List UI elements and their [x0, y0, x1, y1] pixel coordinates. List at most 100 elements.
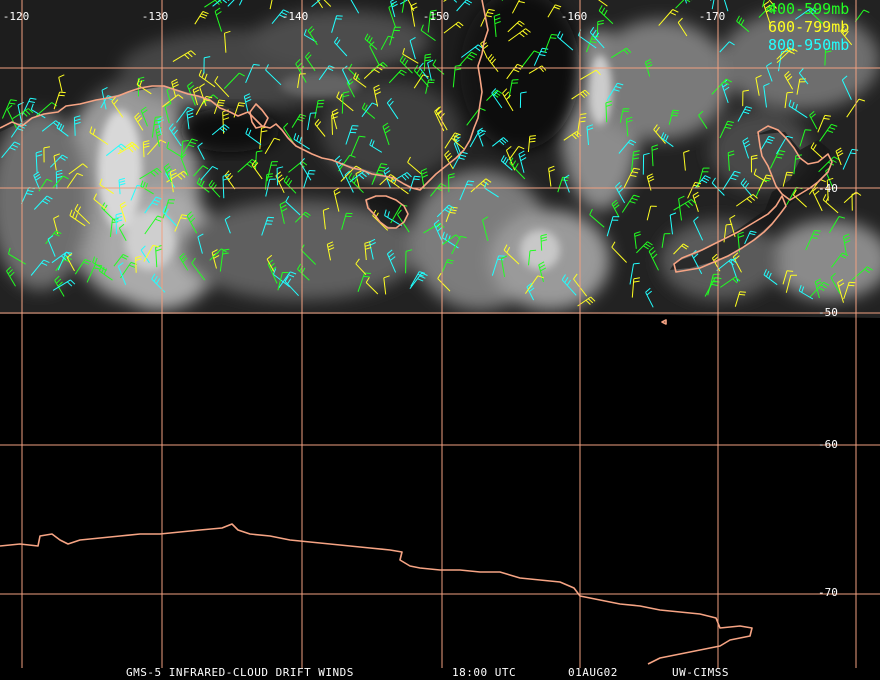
wind-barb	[798, 284, 814, 300]
wind-barb	[6, 104, 17, 129]
wind-barb	[41, 120, 61, 132]
wind-barb	[458, 51, 478, 67]
wind-barb	[331, 112, 338, 135]
wind-barb	[480, 8, 495, 27]
wind-barb	[766, 62, 773, 82]
wind-barb	[817, 114, 831, 133]
wind-barb	[782, 171, 793, 187]
wind-barb	[427, 9, 437, 33]
wind-barb	[192, 86, 200, 106]
wind-barb	[519, 91, 527, 108]
wind-barb	[784, 91, 794, 109]
wind-barb	[645, 287, 654, 308]
wind-barb	[181, 138, 198, 156]
wind-barb	[285, 195, 301, 216]
wind-barb	[402, 48, 419, 64]
wind-barb	[265, 64, 282, 86]
wind-barb	[164, 103, 171, 124]
wind-barb	[203, 56, 211, 74]
wind-barb	[355, 170, 362, 190]
wind-barb	[119, 141, 138, 152]
wind-barb	[687, 181, 702, 199]
wind-barb	[830, 272, 841, 294]
wind-barb	[92, 256, 107, 272]
wind-barb	[272, 268, 291, 288]
wind-barb	[89, 126, 109, 145]
wind-barb	[851, 266, 873, 281]
wind-barb	[799, 129, 812, 147]
wind-barb	[619, 108, 630, 123]
wind-barb	[776, 135, 794, 155]
wind-barb	[409, 272, 428, 290]
wind-barb	[742, 137, 751, 159]
wind-barb	[105, 143, 127, 157]
wind-barb	[453, 0, 458, 3]
wind-barb	[52, 279, 76, 291]
wind-barb	[720, 276, 741, 288]
wind-barb	[314, 118, 326, 137]
wind-barb	[1, 99, 17, 119]
wind-barb	[169, 168, 177, 193]
wind-barb	[768, 0, 777, 9]
wind-barb	[762, 0, 765, 8]
wind-barb	[390, 0, 398, 18]
wind-barb	[456, 0, 473, 12]
wind-barb	[399, 55, 413, 74]
wind-barb	[115, 212, 123, 235]
wind-barb	[388, 69, 407, 84]
wind-barb	[841, 75, 852, 100]
wind-barb	[776, 47, 798, 64]
wind-barb	[186, 211, 198, 234]
wind-barb	[673, 199, 697, 211]
wind-barb	[119, 201, 127, 222]
wind-barb	[297, 73, 306, 88]
wind-barb	[538, 261, 547, 283]
wind-barb	[669, 212, 677, 235]
wind-barb	[86, 264, 102, 283]
wind-barb	[623, 167, 640, 189]
wind-barb	[35, 150, 43, 173]
wind-barb	[444, 150, 454, 170]
wind-barb	[491, 255, 505, 276]
wind-barb	[35, 102, 58, 117]
wind-barb	[383, 167, 391, 188]
wind-barb	[172, 50, 196, 63]
wind-barb	[365, 277, 379, 295]
wind-barb	[314, 99, 325, 119]
wind-barb	[323, 0, 332, 7]
wind-barb	[466, 107, 486, 126]
wind-barb	[563, 131, 582, 141]
wind-barb	[43, 146, 50, 163]
legend-entry-400-599: 400-599mb	[768, 0, 849, 18]
wind-barb	[136, 78, 152, 95]
wind-barb	[222, 173, 230, 199]
wind-barb	[755, 74, 762, 96]
wind-barb	[646, 205, 657, 221]
wind-barb	[500, 255, 508, 277]
wind-barb	[520, 50, 541, 69]
wind-barb	[341, 91, 350, 114]
wind-barb	[224, 30, 231, 53]
wind-barb	[557, 31, 574, 51]
wind-barb	[166, 170, 189, 183]
wind-barb	[166, 141, 184, 159]
wind-barb	[389, 26, 401, 46]
wind-barb	[750, 154, 758, 173]
wind-barb	[493, 13, 501, 37]
wind-barb	[677, 17, 688, 37]
wind-barb	[629, 262, 640, 285]
wind-barb	[810, 142, 824, 160]
wind-barb	[277, 272, 289, 291]
wind-barb	[194, 11, 209, 25]
lat-label: -50	[818, 306, 838, 319]
wind-barb	[809, 281, 830, 298]
wind-barb	[769, 150, 786, 169]
wind-barb	[503, 244, 520, 265]
product-name: GMS-5 INFRARED-CLOUD DRIFT WINDS	[126, 666, 354, 679]
wind-barb	[113, 253, 129, 267]
wind-barb	[209, 248, 227, 261]
wind-barb	[719, 41, 735, 53]
wind-barb	[605, 100, 613, 123]
wind-barb	[53, 153, 60, 171]
wind-barb	[611, 199, 620, 218]
